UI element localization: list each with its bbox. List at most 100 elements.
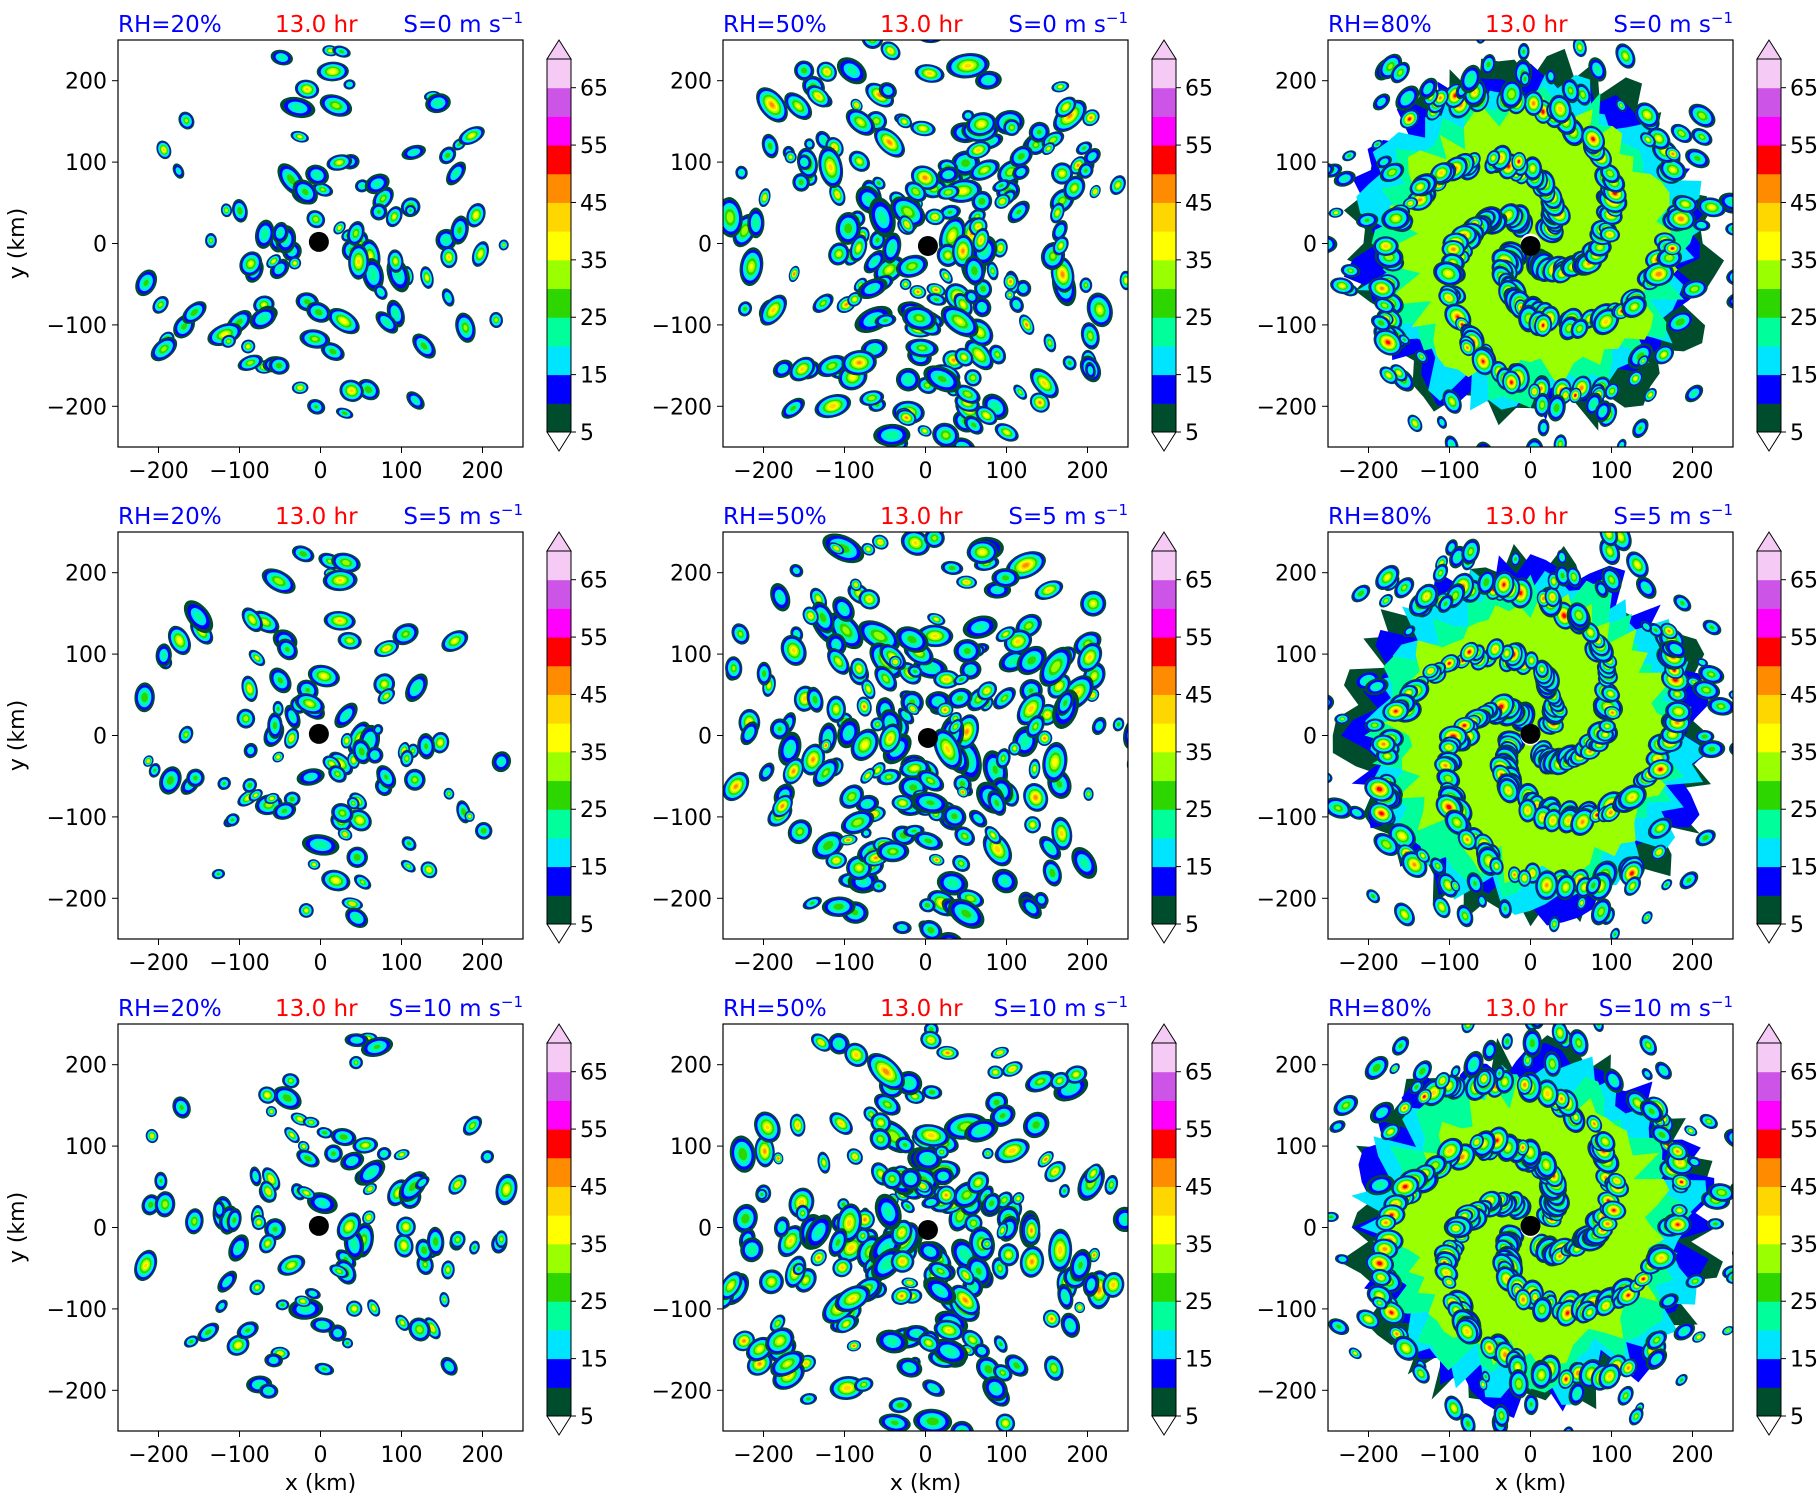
colorbar-tick-label: 5	[1185, 913, 1199, 938]
echo-cell	[1463, 1050, 1484, 1079]
storm-center-marker	[308, 231, 329, 252]
echo-cell	[729, 1135, 756, 1173]
colorbar-segment	[1152, 317, 1176, 347]
echo-cell	[1025, 714, 1045, 739]
echo-cell	[954, 826, 976, 847]
echo-cell	[239, 251, 263, 277]
echo-cell	[159, 766, 182, 795]
echo-cell	[1510, 551, 1521, 567]
echo-cell	[758, 188, 771, 208]
colorbar-tick-label: 5	[1790, 913, 1804, 938]
echo-cell	[241, 607, 263, 633]
colorbar-segment	[547, 116, 571, 146]
echo-cell	[1441, 240, 1466, 259]
echo-cell	[927, 612, 946, 626]
shear-label: S=5 m s−1	[1613, 501, 1733, 530]
echo-cell	[1679, 871, 1699, 890]
echo-cell	[211, 868, 226, 880]
echo-cell	[917, 376, 938, 394]
colorbar-frame	[1151, 550, 1177, 925]
echo-cell	[1372, 93, 1391, 111]
echo-cell	[1594, 400, 1612, 423]
echo-cell	[1356, 212, 1379, 228]
echo-cell	[1009, 145, 1033, 168]
echo-cell	[1022, 1111, 1050, 1139]
echo-cell	[1610, 927, 1620, 939]
echo-cell	[341, 1337, 354, 1349]
echo-cell	[1530, 1361, 1553, 1389]
colorbar-segment	[1757, 1387, 1781, 1417]
echo-cell	[185, 1208, 204, 1235]
echo-cell	[923, 365, 961, 393]
echo-cell	[1601, 685, 1621, 702]
echo-cell	[356, 1159, 386, 1186]
echo-cell	[322, 569, 358, 592]
echo-cell	[1482, 1039, 1498, 1062]
echo-cell	[1619, 1358, 1638, 1378]
echo-cell	[888, 1397, 912, 1414]
colorbar-tick-label: 15	[1185, 856, 1213, 881]
echo-cell	[924, 532, 945, 549]
echo-cell	[1601, 567, 1622, 593]
echo-cell	[1034, 580, 1064, 600]
echo-cell	[1028, 121, 1050, 143]
echo-cell	[964, 339, 994, 371]
echo-cell	[933, 669, 960, 689]
echo-cell	[817, 1151, 831, 1174]
echo-cell	[1548, 916, 1560, 933]
colorbar-segment	[547, 1129, 571, 1159]
echo-cell	[911, 791, 949, 814]
colorbar-tick-label: 65	[580, 77, 608, 102]
colorbar-segment	[1757, 551, 1781, 581]
echo-cell	[874, 665, 898, 692]
y-tick-label: 0	[93, 1217, 107, 1242]
echo-cell	[1695, 829, 1716, 847]
echo-cell	[439, 1291, 450, 1308]
shear-label: S=5 m s−1	[403, 501, 523, 530]
echo-cell	[294, 1295, 312, 1307]
x-tick-label: 100	[1591, 951, 1633, 976]
echo-cell	[291, 381, 309, 394]
echo-cell	[316, 1127, 333, 1139]
echo-cell	[1029, 392, 1050, 413]
x-tick-label: 200	[1067, 951, 1109, 976]
echo-cell	[966, 112, 997, 137]
colorbar-segment	[1152, 837, 1176, 868]
echo-cell	[489, 311, 504, 329]
echo-cell	[349, 1055, 363, 1070]
echo-cell	[145, 1128, 159, 1144]
echo-cell	[1028, 758, 1041, 780]
echo-cell	[376, 1147, 392, 1161]
echo-cell	[868, 197, 896, 238]
echo-cell	[1379, 162, 1405, 183]
echo-cell	[964, 369, 982, 387]
echo-cell	[967, 1171, 990, 1194]
echo-cell	[975, 405, 998, 426]
echo-cell	[907, 665, 923, 678]
echo-cell	[1632, 418, 1649, 439]
echo-cell	[1012, 1192, 1025, 1206]
colorbar-extend-min	[1756, 1415, 1782, 1436]
x-tick-label: −100	[209, 459, 269, 484]
echo-cell	[1516, 1139, 1530, 1156]
echo-cell	[294, 79, 320, 99]
echo-cell	[1595, 1295, 1617, 1317]
echo-cell	[1371, 1238, 1399, 1260]
echo-cell	[420, 266, 434, 289]
y-tick-label: 200	[1275, 70, 1317, 95]
echo-cell	[331, 552, 361, 573]
x-tick-label: 0	[1524, 1443, 1538, 1468]
colorbar-tick-label: 25	[1790, 306, 1817, 331]
colorbar-tick-label: 65	[1185, 569, 1213, 594]
echo-cell	[143, 755, 154, 767]
echo-cell	[446, 161, 467, 186]
echo-cell	[725, 656, 743, 681]
echo-cell	[895, 254, 929, 278]
echo-cell	[857, 277, 888, 300]
echo-cell	[792, 173, 810, 192]
echo-cell	[804, 138, 815, 150]
colorbar-segment	[547, 809, 571, 839]
echo-cell	[387, 249, 404, 273]
echo-cell	[241, 339, 256, 354]
echo-cell	[773, 1216, 790, 1238]
